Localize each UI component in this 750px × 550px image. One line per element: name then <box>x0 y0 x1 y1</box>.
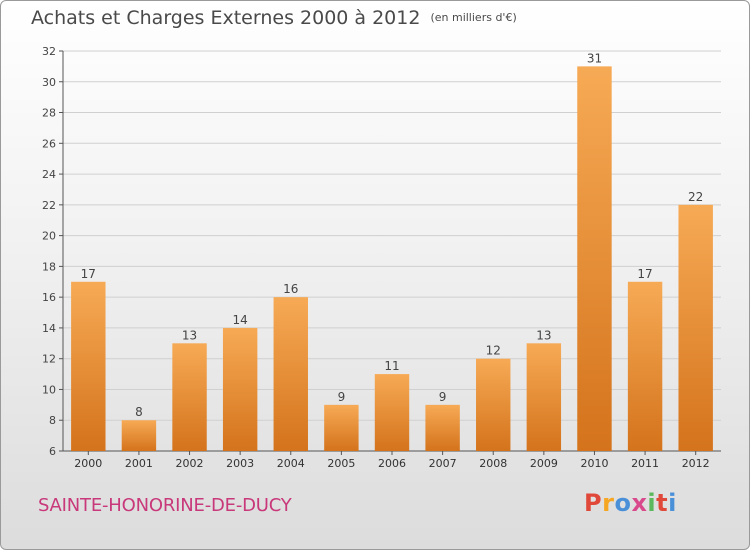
x-tick-label: 2009 <box>530 457 558 470</box>
data-label: 31 <box>587 51 602 65</box>
bars <box>71 66 713 451</box>
bar-2005 <box>324 404 359 451</box>
proxiti-logo: Proxiti <box>584 489 677 517</box>
x-tick-label: 2011 <box>631 457 659 470</box>
data-label: 16 <box>283 282 298 296</box>
logo-letter: r <box>602 489 615 517</box>
chart-title-text: Achats et Charges Externes 2000 à 2012 <box>31 7 421 29</box>
logo-letter: i <box>668 489 677 517</box>
logo-letter: i <box>647 489 657 517</box>
y-tick-label: 14 <box>42 322 56 335</box>
x-tick-label: 2000 <box>74 457 102 470</box>
x-tick-label: 2006 <box>378 457 406 470</box>
y-tick-label: 12 <box>42 353 56 366</box>
data-label: 17 <box>637 267 652 281</box>
logo-letter: x <box>631 489 648 517</box>
x-tick-label: 2003 <box>226 457 254 470</box>
chart-title: Achats et Charges Externes 2000 à 2012 (e… <box>31 7 517 29</box>
x-tick-label: 2002 <box>176 457 204 470</box>
bar-2006 <box>374 374 410 451</box>
bar-2002 <box>172 343 207 451</box>
bar-2000 <box>71 281 106 451</box>
bar-2008 <box>476 358 511 451</box>
logo-letter: o <box>614 489 632 517</box>
data-label: 17 <box>81 267 96 281</box>
y-tick-label: 8 <box>49 414 56 427</box>
data-label: 22 <box>688 190 703 204</box>
y-tick-label: 10 <box>42 383 56 396</box>
y-tick-label: 26 <box>42 137 56 150</box>
bar-2003 <box>222 327 258 451</box>
data-label: 13 <box>182 328 197 342</box>
y-tick-label: 16 <box>42 291 56 304</box>
y-tick-label: 32 <box>42 45 56 58</box>
bar-2007 <box>425 404 460 451</box>
x-tick-label: 2004 <box>277 457 305 470</box>
bar-2010 <box>577 66 612 451</box>
y-tick-label: 22 <box>42 199 56 212</box>
data-label: 12 <box>486 344 501 358</box>
logo-letter: t <box>656 489 669 517</box>
y-tick-label: 6 <box>49 445 56 458</box>
y-tick-label: 28 <box>42 107 56 120</box>
x-tick-label: 2005 <box>327 457 355 470</box>
x-tick-label: 2010 <box>580 457 608 470</box>
logo-letter: P <box>584 489 603 517</box>
data-label: 13 <box>536 328 551 342</box>
bar-2009 <box>526 343 562 451</box>
data-label: 14 <box>233 313 248 327</box>
data-label: 8 <box>135 405 143 419</box>
y-tick-label: 20 <box>42 230 56 243</box>
bar-2011 <box>627 281 663 451</box>
bar-2004 <box>273 297 308 451</box>
y-tick-label: 30 <box>42 76 56 89</box>
data-label: 9 <box>338 390 346 404</box>
labels: 17 2000 8 2001 13 2002 14 2003 16 2004 9 2005 11 2006… <box>74 51 709 470</box>
y-tick-label: 24 <box>42 168 56 181</box>
x-tick-label: 2007 <box>429 457 457 470</box>
data-label: 9 <box>439 390 447 404</box>
x-tick-label: 2012 <box>682 457 710 470</box>
bar-2001 <box>121 420 157 451</box>
bar-2012 <box>678 204 713 451</box>
y-tick-label: 18 <box>42 260 56 273</box>
commune-name: SAINTE-HONORINE-DE-DUCY <box>38 495 292 516</box>
chart-unit: (en milliers d'€) <box>430 11 517 24</box>
x-tick-label: 2008 <box>479 457 507 470</box>
x-tick-label: 2001 <box>125 457 153 470</box>
data-label: 11 <box>384 359 399 373</box>
